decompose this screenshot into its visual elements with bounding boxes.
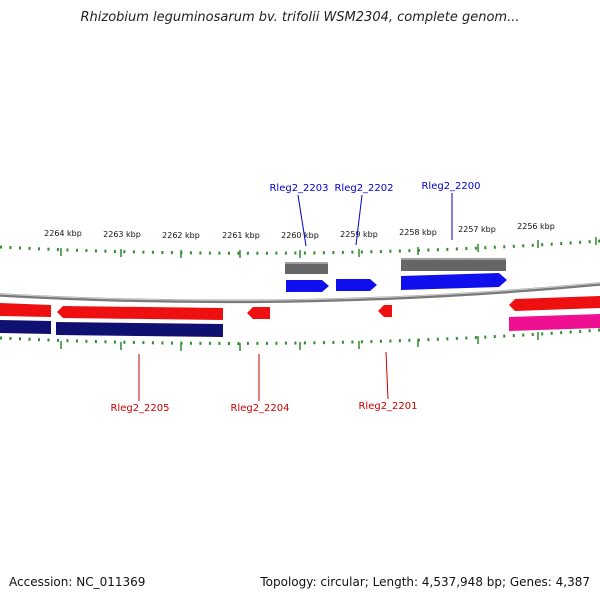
kbp-label: 2256 kbp xyxy=(517,222,555,231)
gene-red-left-edge[interactable] xyxy=(0,303,51,317)
gene-red-right-edge[interactable] xyxy=(509,296,600,311)
outer-major-ticks xyxy=(60,237,597,258)
gene-label-rleg2-2204[interactable]: Rleg2_2204 xyxy=(230,403,289,414)
kbp-label: 2264 kbp xyxy=(44,229,82,238)
gene-navy-block[interactable] xyxy=(56,322,223,337)
inner-major-ticks xyxy=(60,332,539,351)
gene-arrow-rleg2-2204[interactable] xyxy=(247,307,270,319)
bottom-leader-lines xyxy=(138,351,389,401)
forward-genes xyxy=(285,258,507,292)
kbp-label: 2257 kbp xyxy=(458,225,496,234)
map-title: Rhizobium leguminosarum bv. trifolii WSM… xyxy=(80,10,520,25)
kbp-label: 2258 kbp xyxy=(399,228,437,237)
gene-label-rleg2-2203[interactable]: Rleg2_2203 xyxy=(269,183,328,194)
kbp-label: 2259 kbp xyxy=(340,230,378,239)
gene-label-rleg2-2200[interactable]: Rleg2_2200 xyxy=(421,181,480,192)
gene-navy-left-edge[interactable] xyxy=(0,320,51,334)
gene-magenta-block[interactable] xyxy=(509,314,600,331)
gene-arrow-rleg2-2201[interactable] xyxy=(378,305,392,317)
gene-arrow-rleg2-2205[interactable] xyxy=(57,306,223,320)
gene-gray-block[interactable] xyxy=(285,262,328,274)
genome-backbone xyxy=(0,282,600,304)
kbp-label: 2263 kbp xyxy=(103,230,141,239)
gene-arrow-rleg2-2200[interactable] xyxy=(401,273,507,290)
kbp-label: 2262 kbp xyxy=(162,231,200,240)
gene-label-rleg2-2205[interactable]: Rleg2_2205 xyxy=(110,403,169,414)
accession-label: Accession: NC_011369 xyxy=(9,575,146,589)
kbp-label: 2260 kbp xyxy=(281,231,319,240)
reverse-genes xyxy=(0,296,600,337)
gene-label-rleg2-2201[interactable]: Rleg2_2201 xyxy=(358,401,417,412)
gene-arrow-rleg2-2203[interactable] xyxy=(286,280,329,292)
kbp-label: 2261 kbp xyxy=(222,231,260,240)
topology-summary: Topology: circular; Length: 4,537,948 bp… xyxy=(260,575,590,589)
gene-arrow-rleg2-2202[interactable] xyxy=(336,279,377,291)
kbp-labels: 2264 kbp 2263 kbp 2262 kbp 2261 kbp 2260… xyxy=(44,222,555,240)
top-leader-lines xyxy=(297,193,453,247)
gene-label-rleg2-2202[interactable]: Rleg2_2202 xyxy=(334,183,393,194)
gene-gray-block[interactable] xyxy=(401,258,506,271)
